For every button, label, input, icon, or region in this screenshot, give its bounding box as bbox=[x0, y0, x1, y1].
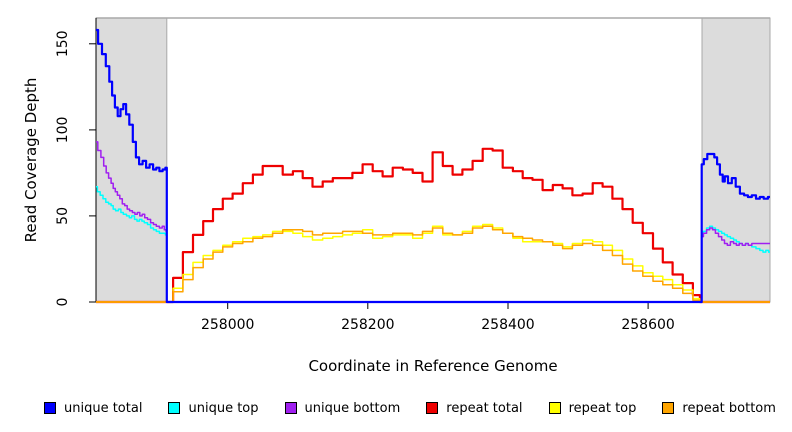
legend-item-repeat-total: repeat total bbox=[426, 400, 523, 416]
y-axis-tick-label: 100 bbox=[55, 117, 71, 144]
legend-label: repeat total bbox=[446, 400, 523, 416]
y-axis-tick-label: 50 bbox=[55, 207, 71, 225]
series-line-unique-bottom bbox=[96, 141, 770, 303]
legend-label: unique top bbox=[188, 400, 259, 416]
legend-label: repeat top bbox=[568, 400, 637, 416]
legend-item-unique-bottom: unique bottom bbox=[284, 400, 401, 416]
legend-label: unique total bbox=[64, 400, 143, 416]
legend-swatch bbox=[168, 402, 181, 414]
shaded-region bbox=[701, 17, 771, 303]
legend-swatch bbox=[662, 402, 675, 414]
y-axis-tick-label: 0 bbox=[55, 298, 71, 307]
x-axis-tick-label: 258400 bbox=[481, 317, 534, 333]
coverage-plot: 258000 258200 258400 258600 0 50 100 150 Coordi… bbox=[22, 17, 771, 375]
legend-swatch bbox=[284, 402, 297, 414]
x-axis-tick-label: 258200 bbox=[341, 317, 394, 333]
legend-item-repeat-bottom: repeat bottom bbox=[662, 401, 776, 416]
x-axis-tick-label: 258600 bbox=[621, 317, 674, 333]
series-line-repeat-bottom bbox=[96, 225, 770, 303]
x-axis-tick-label: 258000 bbox=[201, 317, 254, 333]
series-line-repeat-top bbox=[96, 223, 770, 303]
legend-swatch bbox=[44, 402, 56, 414]
legend-label: repeat bottom bbox=[682, 400, 776, 416]
legend-item-unique-total: unique total bbox=[44, 401, 142, 416]
y-axis-title: Read Coverage Depth bbox=[22, 78, 40, 243]
y-axis-tick-label: 150 bbox=[55, 30, 71, 57]
legend: unique total unique top unique bottom repea… bbox=[44, 398, 776, 418]
legend-swatch bbox=[426, 402, 439, 414]
legend-swatch bbox=[548, 402, 561, 414]
legend-item-unique-top: unique top bbox=[168, 400, 259, 416]
legend-label: unique bottom bbox=[304, 400, 401, 416]
series-line-repeat-total bbox=[96, 147, 770, 304]
legend-item-repeat-top: repeat top bbox=[548, 400, 637, 416]
series-line-unique-total bbox=[96, 28, 770, 304]
x-axis-title: Coordinate in Reference Genome bbox=[308, 357, 557, 375]
